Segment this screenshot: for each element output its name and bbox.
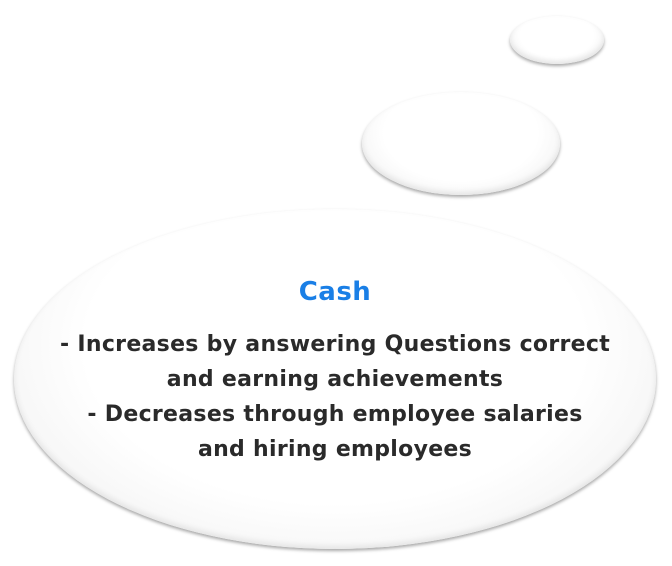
thought-bubble-medium	[362, 92, 560, 195]
tooltip-line-decrease-cont: and hiring employees	[197, 437, 473, 462]
tooltip-line-increase-cont: and earning achievements	[166, 367, 504, 392]
thought-bubble-small	[510, 16, 604, 64]
tooltip-line-increase: - Increases by answering Questions corre…	[59, 332, 611, 357]
thought-bubble-main	[14, 209, 656, 549]
tooltip-line-decrease: - Decreases through employee salaries	[87, 402, 583, 427]
tooltip-content: Cash - Increases by answering Questions …	[14, 209, 656, 549]
tooltip-title: Cash	[298, 277, 372, 307]
